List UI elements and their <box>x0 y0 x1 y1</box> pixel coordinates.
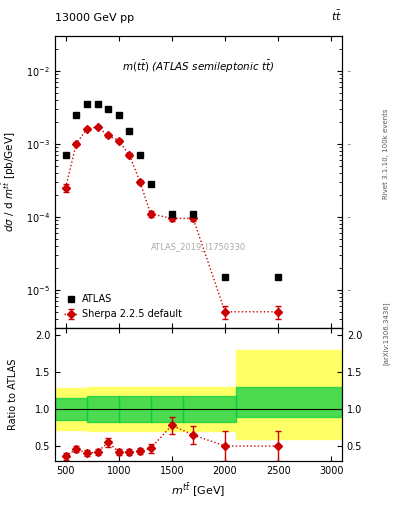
Bar <box>55 409 342 483</box>
Bar <box>55 409 342 483</box>
Text: ATLAS_2019_I1750330: ATLAS_2019_I1750330 <box>151 242 246 251</box>
Y-axis label: $d\sigma$ / d $m^{t\bar{t}}$ [pb/GeV]: $d\sigma$ / d $m^{t\bar{t}}$ [pb/GeV] <box>0 132 18 232</box>
ATLAS <box>191 210 195 217</box>
ATLAS <box>127 128 132 134</box>
Line: ATLAS: ATLAS <box>62 100 282 281</box>
ATLAS <box>95 101 100 107</box>
ATLAS <box>106 106 110 112</box>
Legend: ATLAS, Sherpa 2.2.5 default: ATLAS, Sherpa 2.2.5 default <box>60 290 186 323</box>
ATLAS <box>116 112 121 118</box>
Bar <box>55 409 342 483</box>
ATLAS <box>138 152 142 158</box>
Bar <box>55 409 342 483</box>
ATLAS <box>74 112 79 118</box>
ATLAS <box>276 274 281 280</box>
ATLAS <box>169 210 174 217</box>
Text: $m(t\bar{t})$ (ATLAS semileptonic $t\bar{t}$): $m(t\bar{t})$ (ATLAS semileptonic $t\bar… <box>122 59 275 75</box>
X-axis label: $m^{t\bar{t}}$ [GeV]: $m^{t\bar{t}}$ [GeV] <box>171 481 226 499</box>
Bar <box>55 409 342 483</box>
ATLAS <box>84 101 89 107</box>
Text: $t\bar{t}$: $t\bar{t}$ <box>331 9 342 23</box>
ATLAS <box>148 181 153 187</box>
Text: 13000 GeV pp: 13000 GeV pp <box>55 13 134 23</box>
Text: Rivet 3.1.10, 100k events: Rivet 3.1.10, 100k events <box>383 109 389 199</box>
ATLAS <box>223 274 228 280</box>
Bar <box>55 409 342 483</box>
Y-axis label: Ratio to ATLAS: Ratio to ATLAS <box>8 359 18 430</box>
ATLAS <box>63 152 68 158</box>
Text: [arXiv:1306.3436]: [arXiv:1306.3436] <box>382 301 389 365</box>
